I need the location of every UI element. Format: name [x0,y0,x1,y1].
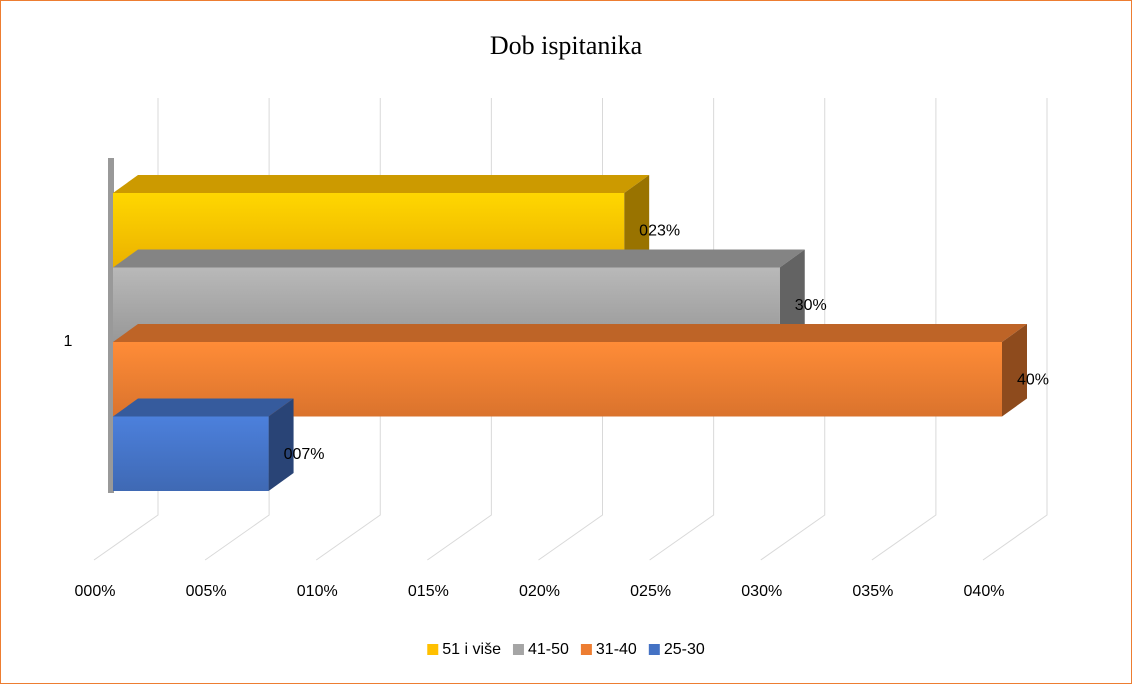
x-tick-label: 010% [297,583,338,600]
data-label: 30% [795,297,827,314]
side-wall [108,158,114,493]
bar-top [113,249,805,268]
grid-line [871,98,937,561]
bar-top [113,324,1027,342]
x-tick-label: 020% [519,583,560,600]
x-tick-label: 040% [964,583,1005,600]
grid-line [982,98,1048,561]
bar-side [624,175,650,268]
legend-swatch [580,644,592,655]
grid-line [649,98,715,561]
data-label: 40% [1017,371,1049,388]
legend-label: 31-40 [596,641,637,658]
bar-top [113,175,650,193]
bar-side [268,398,294,491]
bar-side [779,249,805,342]
x-tick-label: 025% [630,583,671,600]
x-tick-label: 015% [408,583,449,600]
legend-swatch [648,644,660,655]
bar [113,416,269,491]
data-label: 023% [639,222,680,239]
y-tick-label: 1 [64,333,73,350]
legend-swatch [427,644,439,655]
x-tick-label: 030% [741,583,782,600]
bar-side [1002,324,1027,417]
legend-label: 41-50 [528,641,569,658]
data-label: 007% [284,446,325,463]
chart-title: Dob ispitanika [490,31,643,60]
bar-top [113,398,294,417]
x-tick-label: 000% [75,583,116,600]
legend-label: 51 i više [442,641,501,658]
grid-line [760,98,826,561]
legend-swatch [512,644,524,655]
legend-label: 25-30 [664,641,705,658]
x-tick-label: 005% [186,583,227,600]
x-tick-label: 035% [852,583,893,600]
